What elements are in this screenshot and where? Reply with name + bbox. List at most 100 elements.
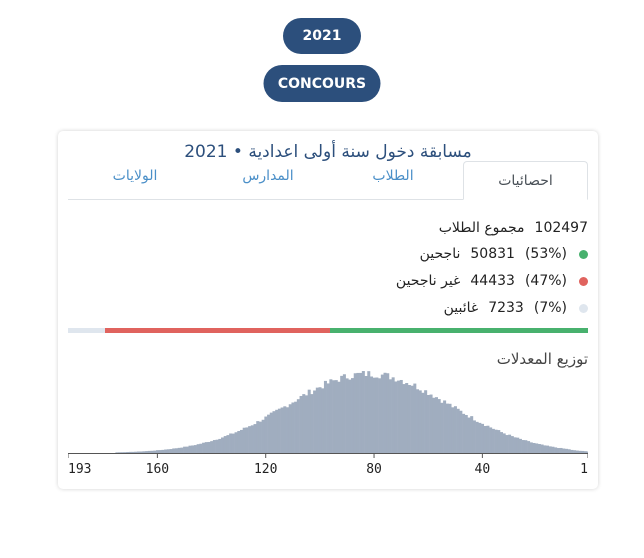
histogram-bar	[150, 450, 154, 453]
histogram-bar	[434, 397, 438, 453]
histogram-bar	[188, 445, 192, 453]
histogram-tick-label: 40	[475, 462, 491, 477]
histogram-bar	[315, 387, 319, 453]
histogram-bar	[397, 380, 401, 453]
histogram-bar	[413, 383, 417, 453]
histogram-bar	[207, 441, 211, 453]
absent-row: (7%) 7233 غائبين	[444, 297, 588, 319]
histogram-bar	[532, 442, 536, 453]
histogram-bar	[416, 389, 420, 453]
histogram-bar	[258, 421, 262, 453]
histogram-bar	[264, 416, 268, 453]
histogram-bar	[470, 416, 474, 453]
histogram-bar	[351, 378, 355, 453]
histogram-bar	[120, 452, 124, 453]
histogram-bar	[329, 379, 333, 453]
absent-label: غائبين	[443, 300, 479, 316]
histogram-bar	[158, 450, 162, 453]
histogram-bar	[277, 408, 281, 453]
histogram-bar	[164, 449, 168, 453]
histogram-bar	[481, 423, 485, 453]
histogram-bar	[502, 433, 506, 453]
absent-percent: (7%)	[533, 300, 567, 316]
histogram-bar	[191, 445, 195, 453]
histogram-bar	[177, 447, 181, 453]
histogram-bar	[280, 407, 284, 453]
histogram-bar	[537, 444, 541, 453]
histogram-bar	[456, 408, 460, 453]
histogram-bar	[299, 395, 303, 453]
year-button[interactable]: 2021	[283, 18, 361, 54]
concours-button[interactable]: CONCOURS	[263, 65, 381, 102]
histogram-bar	[172, 448, 176, 453]
histogram-bar	[218, 438, 222, 453]
histogram-bar	[180, 447, 184, 453]
histogram-bar	[345, 378, 349, 453]
histogram-tick-label: 1	[580, 462, 588, 477]
total-students-value: 102497	[534, 220, 588, 236]
passed-row: (53%) 50831 ناجحين	[420, 243, 588, 265]
total-students-row: 102497 مجموع الطلاب	[439, 217, 588, 239]
histogram-bar	[510, 436, 514, 453]
histogram-bar	[340, 375, 344, 453]
histogram-bar	[388, 379, 392, 453]
histogram-bar	[283, 406, 287, 453]
histogram-bar	[467, 417, 471, 453]
histogram-bar	[535, 443, 539, 453]
distribution-title: توزيع المعدلات	[496, 350, 588, 368]
histogram-bar	[478, 422, 482, 453]
histogram-bar	[418, 390, 422, 453]
histogram-bar	[581, 450, 585, 453]
histogram-bar	[499, 432, 503, 453]
tab-statistics[interactable]: احصائيات	[463, 161, 588, 200]
histogram-bar	[253, 424, 257, 453]
histogram-bar	[567, 449, 571, 453]
tab-states[interactable]: الولايات	[112, 168, 158, 184]
histogram-bar	[272, 411, 276, 453]
histogram-bar	[134, 451, 138, 453]
histogram-bar	[486, 425, 490, 453]
passed-label: ناجحين	[419, 246, 461, 262]
histogram-bar	[548, 446, 552, 453]
failed-percent: (47%)	[524, 273, 567, 289]
histogram-bar	[156, 450, 160, 453]
histogram-bar	[193, 445, 197, 453]
histogram-bar	[145, 451, 149, 453]
failed-row: (47%) 44433 غير ناجحين	[396, 270, 588, 292]
absent-value: 7233	[488, 300, 524, 316]
histogram-bar	[378, 378, 382, 453]
histogram-bar	[494, 429, 498, 453]
histogram-bar	[356, 372, 360, 453]
histogram-bar	[169, 449, 173, 453]
histogram-bar	[296, 399, 300, 453]
histogram-bar	[518, 438, 522, 453]
histogram-bar	[166, 449, 170, 453]
histogram-bar	[402, 384, 406, 453]
histogram-bar	[443, 400, 447, 453]
tab-schools[interactable]: المدارس	[242, 168, 294, 184]
histogram-bar	[432, 397, 436, 453]
histogram-bar	[221, 437, 225, 453]
failed-label: غير ناجحين	[395, 273, 461, 289]
histogram-bar	[248, 426, 252, 453]
histogram-bar	[399, 379, 403, 453]
histogram-bar	[505, 435, 509, 453]
histogram-bar	[291, 402, 295, 453]
histogram-bar	[137, 451, 141, 453]
histogram-bar	[267, 414, 271, 453]
histogram-bar	[229, 433, 233, 453]
failed-value: 44433	[470, 273, 515, 289]
histogram-bar	[226, 435, 230, 453]
histogram-bar	[337, 381, 341, 453]
histogram-bar	[256, 421, 260, 453]
histogram-tick-label: 80	[366, 462, 382, 477]
histogram-bar	[118, 452, 122, 453]
histogram-bar	[391, 377, 395, 453]
histogram-bar	[524, 440, 528, 453]
histogram-bar	[440, 402, 444, 453]
histogram-bar	[307, 389, 311, 453]
histogram-bar	[556, 448, 560, 453]
histogram-bar	[540, 444, 544, 453]
tab-students[interactable]: الطلاب	[372, 168, 414, 184]
histogram-bar	[318, 387, 322, 453]
